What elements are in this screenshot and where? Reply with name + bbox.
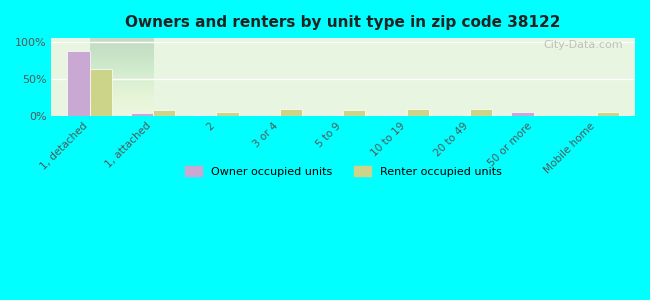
Bar <box>153 110 175 116</box>
Legend: Owner occupied units, Renter occupied units: Owner occupied units, Renter occupied un… <box>181 161 506 181</box>
Bar <box>68 51 90 116</box>
Text: City-Data.com: City-Data.com <box>543 40 623 50</box>
Bar <box>280 109 302 116</box>
Bar <box>384 115 407 116</box>
Bar <box>470 109 492 116</box>
Bar <box>575 115 597 116</box>
Bar <box>512 112 534 116</box>
Bar <box>597 112 619 116</box>
Bar <box>131 113 153 116</box>
Bar <box>407 109 429 116</box>
Bar <box>90 69 112 116</box>
Bar <box>194 115 216 116</box>
Bar <box>216 112 239 116</box>
Title: Owners and renters by unit type in zip code 38122: Owners and renters by unit type in zip c… <box>125 15 561 30</box>
Bar <box>343 110 365 116</box>
